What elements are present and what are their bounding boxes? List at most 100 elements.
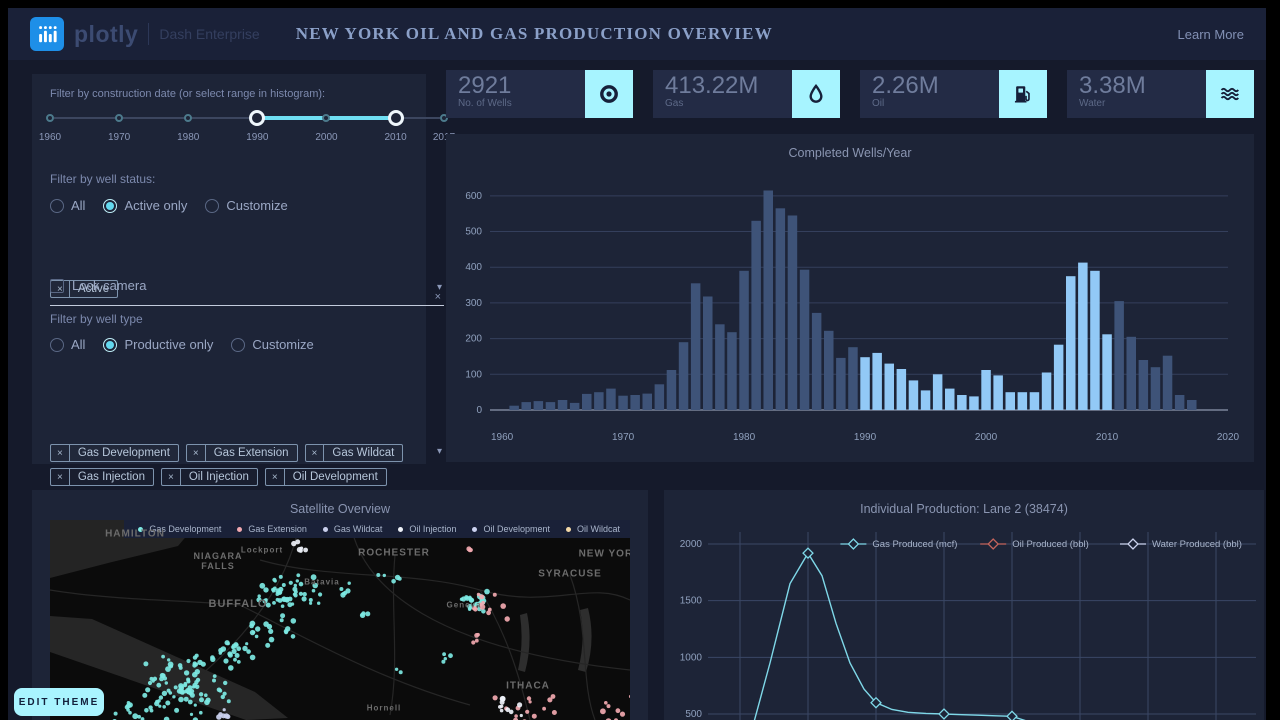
bar-1991[interactable] [872,352,882,410]
bar-2009[interactable] [1090,270,1100,410]
chip-remove-icon[interactable]: × [162,469,181,485]
chip-remove-icon[interactable]: × [187,445,206,461]
bar-2017[interactable] [1187,400,1197,410]
satellite-map[interactable]: Gas Development Gas Extension Gas Wildca… [50,520,630,720]
slider-mark-1970[interactable] [115,114,124,122]
bar-1986[interactable] [811,312,822,410]
production-line-chart[interactable]: 2000 1500 1000 500 Water Produced (bbl) Oil… [664,514,1264,720]
bar-2002[interactable] [1005,392,1016,410]
bar-1997[interactable] [945,388,955,410]
bar-2015[interactable] [1162,355,1173,410]
bar-2014[interactable] [1150,367,1161,410]
bar-2004[interactable] [1029,392,1040,410]
slider-mark-1960[interactable] [46,114,54,122]
bar-1996[interactable] [932,374,943,410]
bar-1999[interactable] [969,396,979,410]
bar-1969[interactable] [606,388,616,410]
chip-remove-icon[interactable]: × [51,445,70,461]
bar-2001[interactable] [993,375,1003,410]
well-status-multiselect[interactable]: × Active ▾ × [50,280,444,306]
slider-mark-1980[interactable] [184,114,193,122]
map-legend-gas-development[interactable]: Gas Development [138,524,221,534]
bar-2010[interactable] [1102,334,1112,410]
bar-1972[interactable] [642,393,653,410]
bar-1980[interactable] [739,270,749,410]
bar-1984[interactable] [787,215,798,411]
slider-handle-2010[interactable] [387,110,404,126]
slider-track[interactable] [54,117,440,119]
slider-mark-2017[interactable] [440,114,448,122]
radio-status-active-only[interactable]: Active only [103,198,187,213]
bar-1994[interactable] [908,380,919,410]
bar-1976[interactable] [690,283,701,410]
bar-1977[interactable] [703,296,713,411]
bar-1992[interactable] [884,363,895,410]
bar-1965[interactable] [557,400,568,410]
legend-water-produced-bbl-[interactable]: Water Produced (bbl) [1120,538,1242,550]
bar-1975[interactable] [678,342,689,410]
bar-1982[interactable] [763,190,774,411]
checkbox-icon[interactable] [50,278,64,293]
radio-status-all[interactable]: All [50,198,85,213]
chip-remove-icon[interactable]: × [306,445,325,461]
bar-2016[interactable] [1174,395,1185,410]
bar-1971[interactable] [630,395,640,410]
legend-gas-produced-mcf-[interactable]: Gas Produced (mcf) [840,538,957,550]
radio-icon[interactable] [103,337,118,352]
clear-select-icon[interactable]: × [434,291,441,303]
bar-1987[interactable] [824,330,834,410]
map-legend-oil-injection[interactable]: Oil Injection [398,524,456,534]
bar-1990[interactable] [860,357,870,410]
bar-1983[interactable] [775,208,786,410]
bar-1968[interactable] [594,392,604,410]
map-legend-oil-wildcat[interactable]: Oil Wildcat [565,524,620,534]
construction-date-slider[interactable]: 1960 1970 1980 1990 2000 2010 2017 [39,106,455,150]
bar-2005[interactable] [1041,372,1052,411]
edit-theme-button[interactable]: EDIT THEME [14,688,104,716]
learn-more-link[interactable]: Learn More [1177,26,1244,42]
bar-1963[interactable] [533,401,544,410]
radio-status-customize[interactable]: Customize [205,198,288,213]
chevron-down-icon[interactable]: ▾ [436,282,442,293]
map-legend-gas-extension[interactable]: Gas Extension [237,524,307,534]
slider-mark-2000[interactable] [322,114,331,122]
completed-wells-bar-chart[interactable]: 0 100 200 300 400 500 600 1960 1970 1980 1990 2000 2… [446,156,1254,456]
bar-1973[interactable] [654,384,665,410]
radio-icon[interactable] [231,337,246,352]
bar-1961[interactable] [509,405,519,410]
bar-1981[interactable] [751,220,761,410]
bar-1964[interactable] [545,402,556,410]
bar-1998[interactable] [957,395,967,410]
radio-icon[interactable] [205,198,220,213]
lock-camera-checkbox[interactable]: Lock camera [50,278,408,293]
radio-icon[interactable] [50,198,64,213]
bar-1967[interactable] [582,393,592,410]
radio-type-productive-only[interactable]: Productive only [103,337,213,352]
well-type-multiselect[interactable]: × Gas Development × Gas Extension × Gas … [50,444,444,518]
bar-1970[interactable] [618,395,628,410]
bar-2011[interactable] [1114,301,1124,410]
bar-1962[interactable] [521,402,532,410]
radio-icon[interactable] [50,337,64,352]
bar-2003[interactable] [1017,392,1028,410]
chip-remove-icon[interactable]: × [266,469,285,485]
bar-1995[interactable] [920,390,931,410]
map-legend-oil-development[interactable]: Oil Development [472,524,550,534]
bar-1966[interactable] [569,402,580,410]
bar-2007[interactable] [1066,276,1076,410]
chip-remove-icon[interactable]: × [51,281,70,297]
bar-1989[interactable] [848,347,858,410]
chip-remove-icon[interactable]: × [51,469,70,485]
map-legend-gas-wildcat[interactable]: Gas Wildcat [322,524,382,534]
legend-oil-produced-bbl-[interactable]: Oil Produced (bbl) [980,538,1089,550]
bar-2006[interactable] [1053,344,1064,410]
bar-1974[interactable] [666,370,677,410]
slider-handle-1990[interactable] [249,110,266,126]
bar-1985[interactable] [799,269,810,410]
bar-1993[interactable] [896,369,907,410]
bar-1988[interactable] [836,357,846,410]
bar-2013[interactable] [1138,360,1149,410]
chevron-down-icon[interactable]: ▾ [436,446,442,457]
bar-1978[interactable] [715,324,725,410]
radio-icon[interactable] [103,198,118,213]
